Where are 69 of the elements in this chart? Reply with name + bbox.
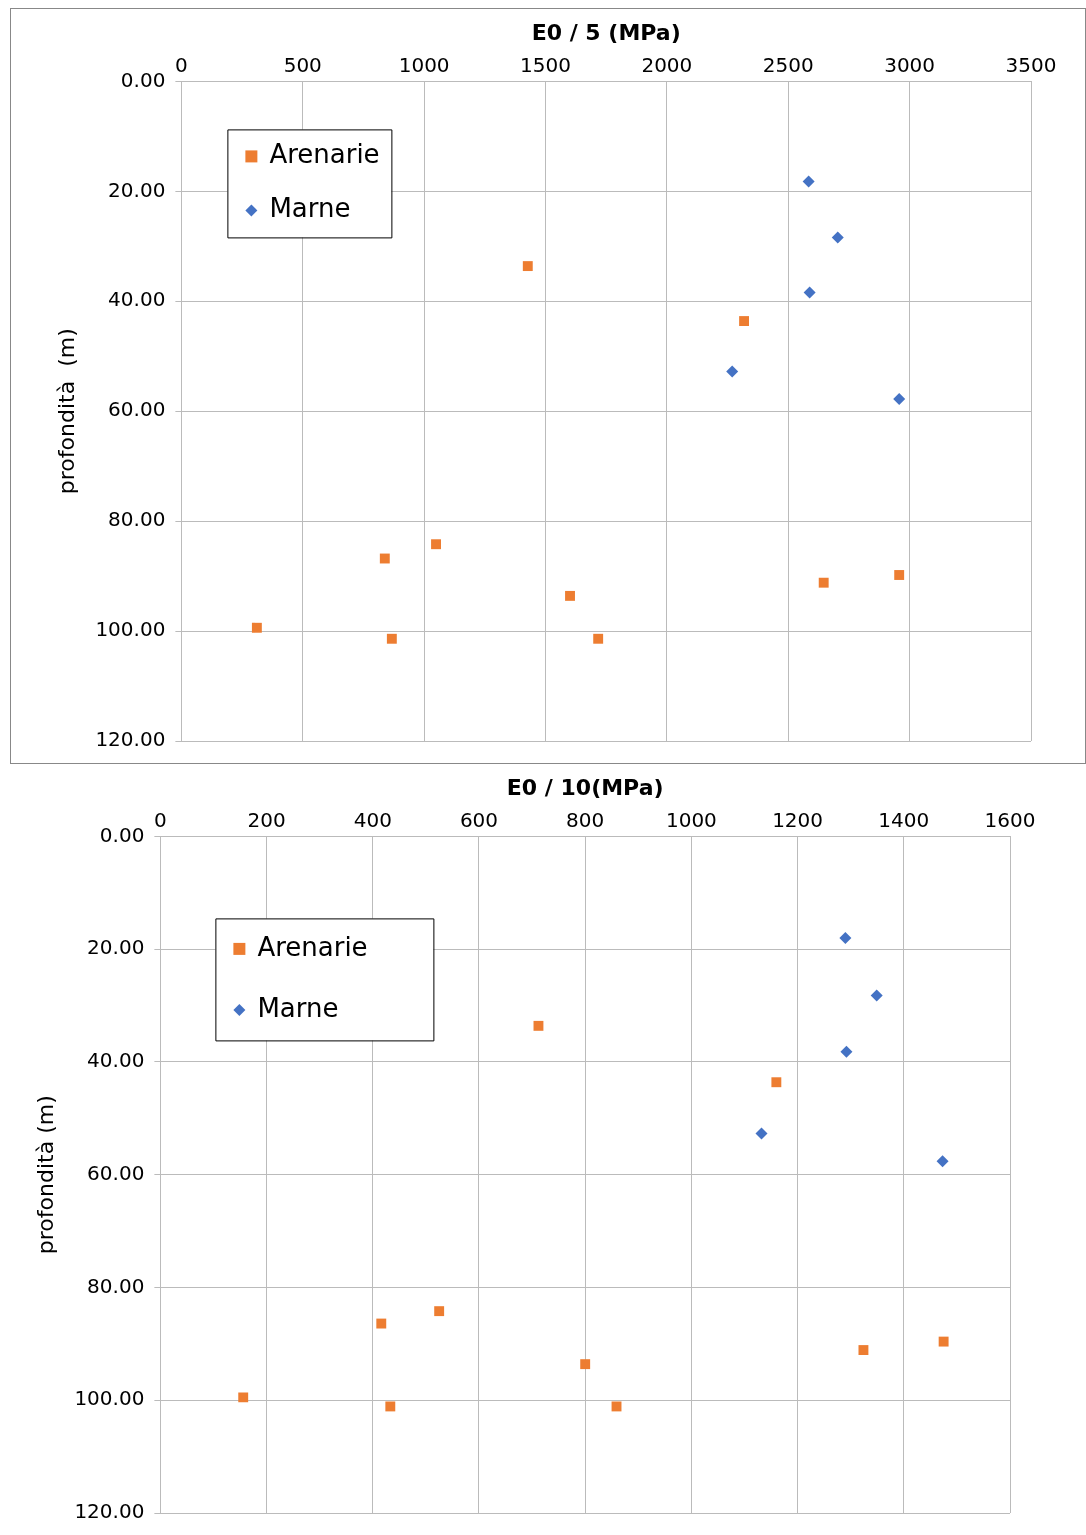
y-axis-title: profondità (m) (32, 1095, 58, 1255)
x-tick-label: 1000 (665, 807, 717, 832)
legend-label: Arenarie (269, 139, 380, 170)
point (251, 622, 262, 633)
point (840, 1045, 853, 1058)
point (839, 931, 852, 944)
point (238, 1392, 249, 1403)
y-tick-label: 20.00 (108, 177, 166, 202)
legend-label: Marne (269, 193, 351, 224)
point (893, 393, 906, 406)
point (739, 316, 750, 326)
y-tick-label: 100.00 (95, 617, 166, 642)
point (386, 633, 397, 644)
x-tick-label: 2500 (762, 52, 814, 77)
x-tick-label: 600 (459, 807, 499, 832)
point (376, 1318, 387, 1329)
x-tick-label: 500 (283, 52, 322, 77)
y-tick-label: 60.00 (87, 1160, 145, 1185)
x-tick-label: 400 (353, 807, 392, 832)
point (580, 1359, 591, 1370)
x-tick-label: 200 (247, 807, 286, 832)
point (565, 590, 575, 601)
x-tick-label: 3000 (884, 52, 936, 77)
point (870, 989, 883, 1002)
point (755, 1127, 768, 1140)
point (611, 1401, 622, 1412)
x-axis-title: E0 / 5 (MPa) (531, 19, 681, 45)
point (385, 1401, 396, 1412)
y-tick-label: 20.00 (87, 935, 145, 960)
point (522, 261, 533, 272)
y-tick-label: 80.00 (108, 507, 166, 532)
x-tick-label: 800 (566, 807, 605, 832)
point (726, 365, 739, 378)
point (593, 633, 604, 644)
legend-label: Arenarie (257, 931, 368, 962)
point (802, 175, 815, 188)
x-tick-label: 2000 (641, 52, 693, 77)
y-tick-label: 120.00 (74, 1499, 145, 1524)
y-tick-label: 40.00 (87, 1048, 145, 1073)
point (936, 1155, 949, 1168)
x-tick-label: 1600 (984, 807, 1036, 832)
x-tick-label: 3500 (1005, 52, 1057, 77)
point (434, 1306, 445, 1317)
point (894, 570, 905, 580)
point (858, 1345, 869, 1355)
x-tick-label: 1400 (878, 807, 930, 832)
point (818, 577, 829, 588)
point (379, 553, 390, 564)
y-tick-label: 80.00 (87, 1273, 145, 1298)
point (831, 231, 844, 244)
x-tick-label: 0 (175, 52, 188, 77)
y-axis-title: profondità (m) (53, 328, 79, 495)
point (771, 1077, 782, 1088)
x-tick-label: 1000 (398, 52, 450, 77)
x-tick-label: 1500 (520, 52, 571, 77)
point (431, 539, 441, 550)
point (803, 286, 816, 299)
legend-label: Marne (257, 992, 339, 1023)
y-tick-label: 0.00 (99, 822, 145, 847)
y-tick-label: 120.00 (95, 727, 166, 752)
y-tick-label: 40.00 (108, 287, 166, 312)
x-axis-title: E0 / 10(MPa) (506, 774, 664, 800)
y-tick-label: 60.00 (108, 397, 166, 422)
y-tick-label: 100.00 (74, 1386, 145, 1411)
x-tick-label: 0 (154, 807, 167, 832)
y-tick-label: 0.00 (120, 67, 166, 92)
point (938, 1336, 949, 1347)
point (533, 1020, 544, 1031)
x-tick-label: 1200 (772, 807, 824, 832)
